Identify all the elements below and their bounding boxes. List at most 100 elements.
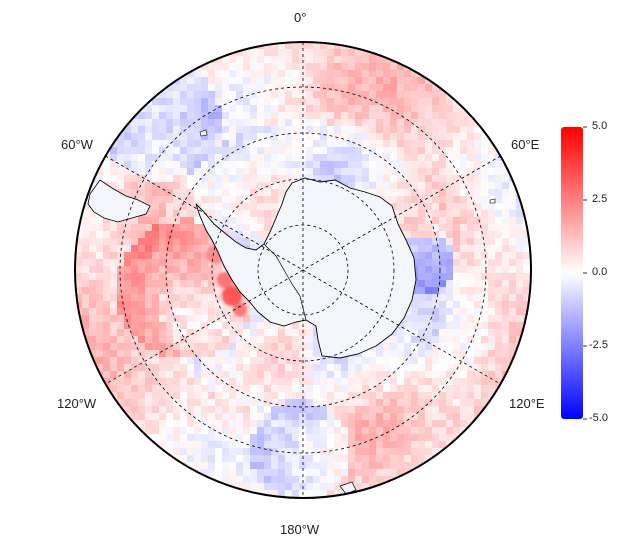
field-cell [159,161,167,169]
field-cell [481,329,489,337]
field-cell [222,147,230,155]
field-cell [215,427,223,435]
field-cell [222,371,230,379]
field-cell [110,266,118,274]
field-cell [124,224,132,232]
field-cell [362,378,370,386]
field-cell [264,231,272,239]
field-cell [145,140,153,148]
island [339,481,357,495]
field-cell [229,357,237,365]
field-cell [404,119,412,127]
field-cell [124,168,132,176]
field-cell [285,329,293,337]
field-cell [509,273,517,281]
field-cell [439,399,447,407]
field-cell [215,308,223,316]
field-cell [348,105,356,113]
field-cell [523,245,531,253]
field-cell [432,280,440,288]
field-cell [460,420,468,428]
field-cell [222,427,230,435]
field-cell [432,91,440,99]
field-cell [152,259,160,267]
field-cell [285,140,293,148]
field-cell [229,189,237,197]
field-cell [166,420,174,428]
field-cell [173,224,181,232]
field-cell [152,189,160,197]
field-cell [397,462,405,470]
field-cell [152,448,160,456]
field-cell [152,392,160,400]
field-cell [355,133,363,141]
field-cell [320,154,328,162]
field-cell [278,483,286,491]
field-cell [383,357,391,365]
field-cell [201,294,209,302]
field-cell [159,259,167,267]
field-cell [481,119,489,127]
field-cell [355,455,363,463]
field-cell [194,399,202,407]
field-cell [467,217,475,225]
field-cell [376,140,384,148]
field-cell [369,77,377,85]
field-cell [502,385,510,393]
field-cell [502,336,510,344]
field-cell [229,413,237,421]
field-cell [474,287,482,295]
field-cell [208,140,216,148]
field-cell [453,273,461,281]
field-cell [411,301,419,309]
field-cell [215,434,223,442]
field-cell [236,105,244,113]
field-cell [488,161,496,169]
field-cell [425,196,433,204]
field-cell [376,434,384,442]
field-cell [264,98,272,106]
field-cell [439,427,447,435]
field-cell [383,77,391,85]
field-cell [236,147,244,155]
field-cell [222,441,230,449]
field-cell [236,448,244,456]
field-cell [236,343,244,351]
field-cell [425,392,433,400]
field-cell [355,483,363,491]
field-cell [460,168,468,176]
field-cell [201,469,209,477]
field-cell [292,322,300,330]
field-cell [446,231,454,239]
field-cell [187,77,195,85]
field-cell [201,168,209,176]
field-cell [278,455,286,463]
field-cell [173,147,181,155]
field-cell [152,112,160,120]
field-cell [82,329,90,337]
field-cell [285,77,293,85]
field-cell [474,364,482,372]
field-cell [292,490,300,498]
field-cell [271,483,279,491]
field-cell [187,455,195,463]
field-cell [187,357,195,365]
field-cell [222,119,230,127]
field-cell [292,441,300,449]
field-cell [187,259,195,267]
field-cell [425,238,433,246]
field-cell [285,378,293,386]
field-cell [131,343,139,351]
field-cell [250,175,258,183]
field-cell [404,217,412,225]
field-cell [166,343,174,351]
field-cell [362,168,370,176]
field-cell [306,378,314,386]
field-cell [250,434,258,442]
field-cell [208,133,216,141]
field-cell [404,231,412,239]
field-cell [278,420,286,428]
field-cell [201,455,209,463]
field-cell [180,84,188,92]
field-cell [502,294,510,302]
